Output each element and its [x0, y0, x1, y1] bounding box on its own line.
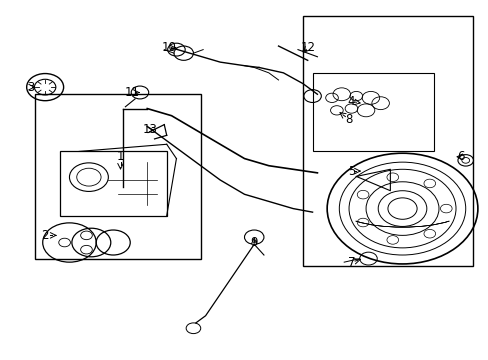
Text: 13: 13	[142, 123, 157, 136]
Text: 2: 2	[41, 229, 49, 242]
Text: 5: 5	[347, 165, 354, 177]
Text: 10: 10	[162, 41, 176, 54]
Text: 1: 1	[117, 150, 124, 163]
Text: 6: 6	[456, 150, 464, 163]
Text: 11: 11	[125, 86, 140, 99]
Text: 9: 9	[250, 236, 258, 249]
Text: 4: 4	[347, 95, 354, 108]
Bar	[312, 73, 433, 152]
Bar	[302, 16, 472, 266]
Bar	[60, 152, 166, 216]
Text: 12: 12	[300, 41, 315, 54]
Text: 7: 7	[347, 256, 354, 269]
Text: 3: 3	[27, 81, 34, 94]
Text: 8: 8	[345, 113, 352, 126]
Bar	[35, 94, 201, 258]
